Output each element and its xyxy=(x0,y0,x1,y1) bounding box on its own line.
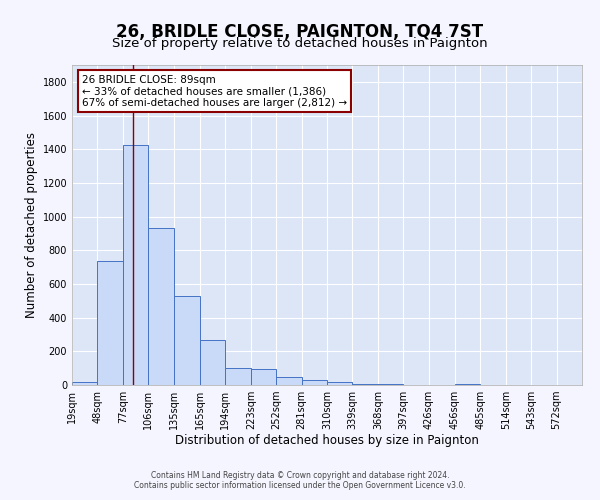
Bar xyxy=(352,384,378,385)
Bar xyxy=(378,384,403,385)
Bar xyxy=(148,228,173,385)
Y-axis label: Number of detached properties: Number of detached properties xyxy=(25,132,38,318)
Text: 26 BRIDLE CLOSE: 89sqm
← 33% of detached houses are smaller (1,386)
67% of semi-: 26 BRIDLE CLOSE: 89sqm ← 33% of detached… xyxy=(82,74,347,108)
Bar xyxy=(97,261,123,385)
Bar xyxy=(173,296,200,385)
Bar xyxy=(200,340,226,385)
Bar xyxy=(302,380,327,385)
Bar xyxy=(226,368,251,385)
Bar xyxy=(251,370,276,385)
Bar xyxy=(455,384,481,385)
Text: Contains public sector information licensed under the Open Government Licence v3: Contains public sector information licen… xyxy=(134,481,466,490)
Text: Size of property relative to detached houses in Paignton: Size of property relative to detached ho… xyxy=(112,38,488,51)
Bar xyxy=(276,376,302,385)
Bar xyxy=(123,145,148,385)
Text: Contains HM Land Registry data © Crown copyright and database right 2024.: Contains HM Land Registry data © Crown c… xyxy=(151,471,449,480)
Text: 26, BRIDLE CLOSE, PAIGNTON, TQ4 7ST: 26, BRIDLE CLOSE, PAIGNTON, TQ4 7ST xyxy=(116,22,484,40)
Bar xyxy=(72,382,97,385)
X-axis label: Distribution of detached houses by size in Paignton: Distribution of detached houses by size … xyxy=(175,434,479,446)
Bar xyxy=(327,382,352,385)
